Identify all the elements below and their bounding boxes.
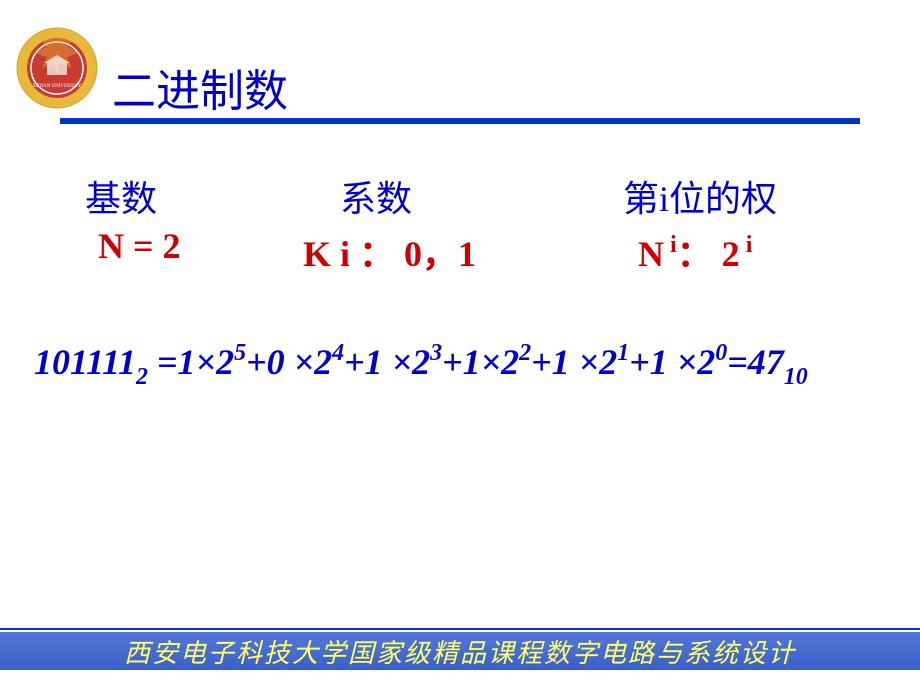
binary-equation: 1011112 =1×25+0 ×24+1 ×23+1×22+1 ×21+1 ×… [34, 335, 864, 391]
value-base: N = 2 [98, 225, 181, 267]
slide-title: 二进制数 [112, 55, 288, 119]
label-coefficient: 系数 [340, 170, 412, 222]
label-weight: 第i位的权 [623, 170, 777, 222]
university-logo: XIDIAN UNIVERSITY [14, 25, 100, 111]
footer-divider [0, 628, 920, 630]
title-underline [60, 118, 860, 124]
footer-text: 西安电子科技大学国家级精品课程数字电路与系统设计 [124, 633, 796, 670]
value-coefficient: K i ： 0，1 [303, 225, 476, 277]
label-base: 基数 [85, 170, 157, 222]
svg-text:XIDIAN UNIVERSITY: XIDIAN UNIVERSITY [32, 84, 81, 89]
footer-bar: 西安电子科技大学国家级精品课程数字电路与系统设计 [0, 632, 920, 670]
value-weight: N i： 2 i [638, 225, 752, 277]
